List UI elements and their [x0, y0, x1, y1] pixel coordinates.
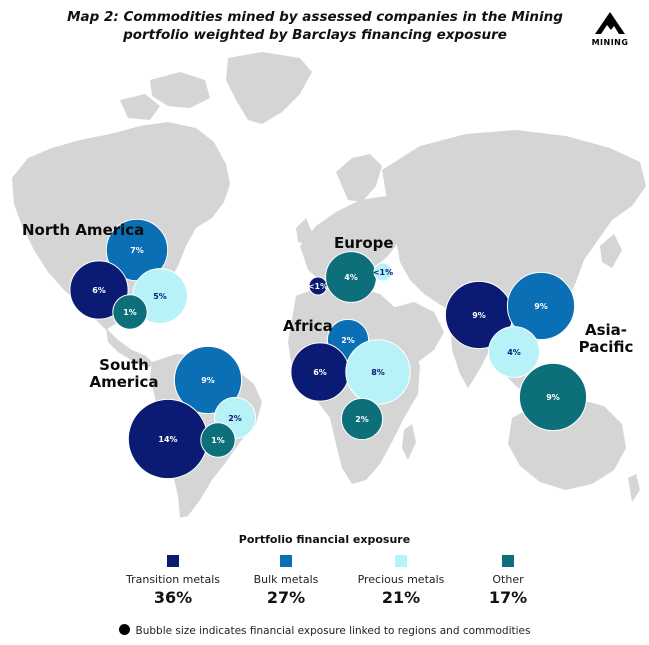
logo-label: MINING — [591, 38, 629, 47]
legend-item-other: Other 17% — [443, 555, 573, 607]
bubble-other: 2% — [340, 397, 384, 441]
mining-logo: MINING — [585, 10, 635, 50]
bubble-circle — [69, 260, 129, 320]
legend-item-precious: Precious metals 21% — [336, 555, 466, 607]
legend-title: Portfolio financial exposure — [238, 533, 411, 546]
bubble-label: 2% — [228, 414, 242, 423]
bubble-other: 4% — [325, 251, 377, 303]
bubble-circle — [518, 362, 588, 432]
bubble-circle — [373, 262, 393, 282]
bubble-label: 14% — [158, 435, 177, 444]
bubble-circle — [200, 422, 236, 458]
bubble-label: 5% — [153, 292, 167, 301]
bubble-label: 1% — [211, 436, 225, 445]
bubble-label: 6% — [313, 368, 327, 377]
region-label-south-america: South America — [89, 356, 159, 391]
bubble-precious: 8% — [345, 339, 411, 405]
bubble-circle — [112, 294, 148, 330]
world-map: 7% 6% 5% 1% 9% 14% 2% 1% <1% 4% <1% 2% 6% 8% 2% 9% 9% 4% 9… — [0, 50, 649, 520]
footnote-text: Bubble size indicates financial exposure… — [135, 625, 531, 637]
region-label-africa: Africa — [283, 317, 333, 335]
legend-value: 36% — [153, 588, 193, 607]
bubble-label: <1% — [308, 282, 328, 291]
bubble-precious: 4% — [488, 326, 540, 378]
bubble-label: 9% — [534, 302, 548, 311]
bubble-label: 6% — [92, 286, 106, 295]
bubble-label: 2% — [341, 336, 355, 345]
bubble-label: 7% — [130, 246, 144, 255]
bubble-circle — [340, 397, 384, 441]
mountain-icon — [595, 12, 625, 34]
legend-label: Transition metals — [125, 573, 220, 586]
bubble-circle — [488, 326, 540, 378]
scandinavia-shape — [336, 154, 382, 202]
legend-value: 21% — [381, 588, 421, 607]
central-america-shape — [106, 328, 154, 368]
bubble-label: 9% — [546, 393, 560, 402]
map-title: Map 2: Commodities mined by assessed com… — [67, 9, 563, 43]
footnote: Bubble size indicates financial exposure… — [0, 624, 649, 637]
bubble-label: 8% — [371, 368, 385, 377]
bubble-precious: <1% — [373, 262, 393, 282]
bubble-size-dot-icon — [118, 624, 130, 635]
uk-shape — [296, 218, 312, 244]
bubbles-layer: 7% 6% 5% 1% 9% 14% 2% 1% <1% 4% <1% 2% 6% 8% 2% 9% 9% 4% 9… — [69, 218, 588, 480]
bubble-circle — [345, 339, 411, 405]
region-label-north-america: North America — [22, 221, 145, 239]
bubble-other: 1% — [200, 422, 236, 458]
legend-value: 17% — [488, 588, 528, 607]
bubble-circle — [173, 345, 243, 415]
greenland-shape — [226, 52, 312, 124]
world-map-svg: 7% 6% 5% 1% 9% 14% 2% 1% <1% 4% <1% 2% 6% 8% 2% 9% 9% 4% 9… — [12, 52, 646, 518]
legend-value: 27% — [266, 588, 306, 607]
europe-shape — [300, 196, 410, 286]
legend-swatch-other — [502, 555, 514, 567]
bubble-label: 4% — [344, 273, 358, 282]
legend-swatch-transition — [167, 555, 179, 567]
bubble-transition: 6% — [69, 260, 129, 320]
bubble-bulk: 9% — [506, 271, 576, 341]
legend-label: Bulk metals — [253, 573, 319, 586]
bubble-bulk: 7% — [105, 218, 169, 282]
region-label-europe: Europe — [334, 234, 394, 252]
bubble-label: <1% — [373, 268, 393, 277]
legend-swatch-precious — [395, 555, 407, 567]
bubble-label: 9% — [472, 311, 486, 320]
bubble-bulk: 9% — [173, 345, 243, 415]
legend-label: Precious metals — [357, 573, 445, 586]
arctic-islands-shape-2 — [120, 94, 160, 120]
bubble-circle — [506, 271, 576, 341]
bubble-transition: 6% — [290, 342, 350, 402]
bubble-other: 1% — [112, 294, 148, 330]
bubble-transition: 14% — [127, 398, 209, 480]
madagascar-shape — [402, 424, 416, 460]
bubble-label: 4% — [507, 348, 521, 357]
legend-item-transition: Transition metals 36% — [108, 555, 238, 607]
legend-swatch-bulk — [280, 555, 292, 567]
region-label-asia-pacific: Asia-Pacific — [578, 321, 634, 356]
legend-item-bulk: Bulk metals 27% — [221, 555, 351, 607]
bubble-label: 9% — [201, 376, 215, 385]
arctic-islands-shape — [150, 72, 210, 108]
bubble-transition: <1% — [308, 276, 328, 296]
legend-label: Other — [492, 573, 524, 586]
new-zealand-shape — [628, 474, 640, 502]
bubble-label: 1% — [123, 308, 137, 317]
bubble-other: 9% — [518, 362, 588, 432]
japan-shape — [600, 234, 622, 268]
bubble-label: 2% — [355, 415, 369, 424]
